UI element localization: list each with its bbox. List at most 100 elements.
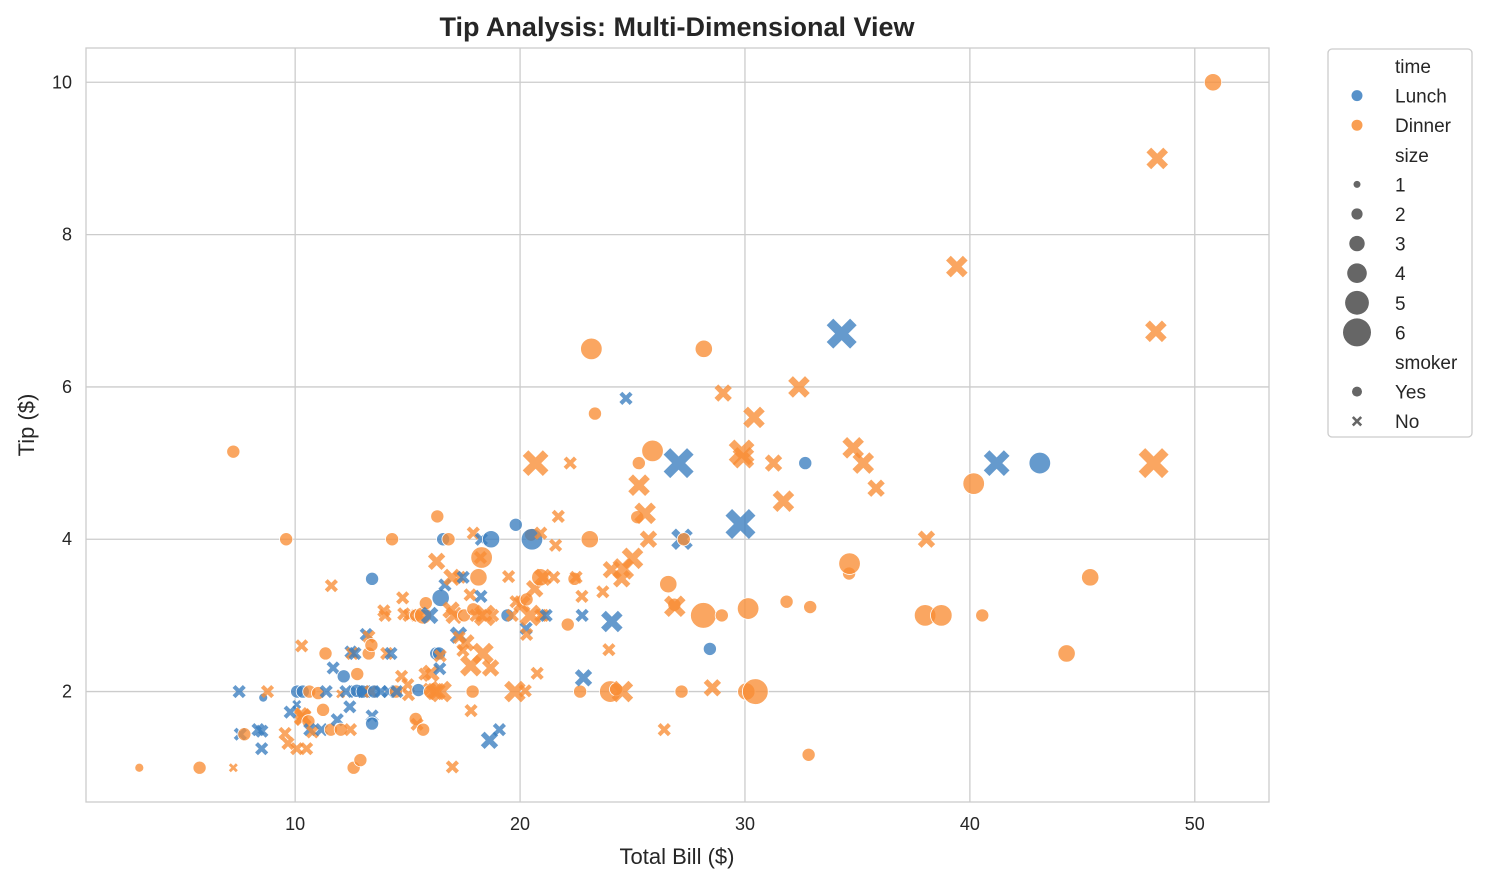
data-point bbox=[779, 594, 794, 609]
data-point bbox=[575, 608, 589, 622]
data-point bbox=[470, 546, 493, 569]
data-point bbox=[743, 406, 765, 429]
data-point bbox=[401, 678, 415, 692]
legend-item-size: 1 bbox=[1395, 175, 1406, 196]
data-point bbox=[336, 669, 351, 684]
data-point bbox=[324, 579, 338, 593]
data-point bbox=[522, 450, 549, 476]
data-point bbox=[430, 680, 452, 703]
legend-marker-smoker bbox=[1352, 386, 1362, 397]
data-point bbox=[639, 530, 658, 548]
data-point bbox=[319, 684, 333, 699]
data-point bbox=[353, 753, 368, 768]
data-point bbox=[420, 606, 439, 625]
data-point bbox=[1057, 644, 1076, 663]
legend-item-size: 4 bbox=[1395, 264, 1406, 285]
legend: time Lunch Dinner size 1 2 3 4 5 6 smoker Yes No bbox=[1327, 48, 1473, 438]
data-point bbox=[279, 532, 294, 547]
data-point bbox=[539, 608, 553, 622]
data-points bbox=[134, 73, 1223, 775]
plot-frame bbox=[85, 47, 1270, 803]
data-point bbox=[505, 608, 519, 622]
data-point bbox=[318, 646, 333, 661]
data-point bbox=[292, 700, 302, 710]
data-point bbox=[433, 649, 447, 663]
legend-item-smoker: Yes bbox=[1395, 383, 1426, 404]
legend-item-time: Dinner bbox=[1395, 116, 1452, 137]
data-point bbox=[365, 716, 380, 731]
data-point bbox=[237, 727, 252, 742]
data-point bbox=[278, 726, 292, 741]
data-point bbox=[563, 456, 577, 470]
legend-marker-time bbox=[1351, 119, 1363, 131]
x-tick-label: 40 bbox=[960, 814, 980, 834]
data-point bbox=[1138, 448, 1169, 479]
data-point bbox=[1145, 320, 1167, 343]
data-point bbox=[378, 608, 392, 622]
legend-marker-size bbox=[1349, 235, 1365, 252]
data-point bbox=[596, 585, 610, 599]
data-point bbox=[430, 509, 445, 524]
data-point bbox=[631, 456, 646, 471]
data-point bbox=[534, 568, 552, 587]
data-point bbox=[664, 595, 686, 618]
x-tick-label: 10 bbox=[285, 814, 305, 834]
data-point bbox=[300, 742, 314, 756]
data-point bbox=[427, 552, 446, 571]
y-tick-label: 4 bbox=[62, 529, 72, 549]
legend-item-time: Lunch bbox=[1395, 87, 1447, 108]
data-point bbox=[714, 384, 732, 402]
data-point bbox=[473, 604, 496, 627]
data-point bbox=[536, 608, 550, 622]
y-tick-label: 10 bbox=[52, 72, 72, 92]
data-point bbox=[736, 597, 760, 620]
legend-marker-size bbox=[1353, 180, 1361, 188]
data-point bbox=[260, 684, 275, 699]
legend-marker-size bbox=[1347, 263, 1367, 284]
data-point bbox=[962, 472, 985, 495]
data-point bbox=[316, 702, 331, 717]
data-point bbox=[255, 742, 269, 756]
legend-marker-size bbox=[1345, 290, 1369, 315]
data-point bbox=[295, 639, 309, 653]
data-point bbox=[433, 662, 447, 676]
data-point bbox=[350, 667, 365, 682]
data-point bbox=[803, 600, 818, 615]
data-point bbox=[255, 724, 269, 738]
data-point bbox=[601, 610, 623, 633]
legend-marker-time bbox=[1351, 90, 1363, 102]
data-point bbox=[764, 454, 783, 472]
data-point bbox=[549, 538, 563, 552]
data-point bbox=[411, 683, 426, 698]
data-point bbox=[518, 684, 532, 698]
data-point bbox=[469, 568, 488, 587]
data-point bbox=[1081, 568, 1100, 587]
data-point bbox=[547, 570, 561, 584]
data-point bbox=[628, 474, 650, 496]
data-point bbox=[621, 547, 644, 570]
data-point bbox=[702, 641, 717, 656]
data-point bbox=[384, 646, 398, 661]
data-point bbox=[703, 679, 722, 697]
data-point bbox=[508, 517, 523, 532]
data-point bbox=[348, 646, 362, 661]
data-point bbox=[283, 705, 297, 719]
data-point bbox=[1146, 147, 1169, 170]
data-point bbox=[481, 659, 500, 677]
data-point bbox=[975, 608, 990, 623]
data-point bbox=[232, 684, 246, 699]
data-point bbox=[842, 437, 864, 459]
data-point bbox=[326, 661, 340, 675]
x-tick-label: 50 bbox=[1185, 814, 1205, 834]
data-point bbox=[486, 608, 500, 622]
data-point bbox=[192, 760, 207, 775]
data-point bbox=[580, 530, 599, 549]
data-point bbox=[457, 634, 475, 652]
data-point bbox=[587, 406, 602, 421]
data-point bbox=[852, 452, 875, 474]
data-point bbox=[364, 638, 379, 653]
data-point bbox=[573, 684, 588, 699]
data-point bbox=[1028, 451, 1052, 475]
data-point bbox=[580, 337, 603, 361]
data-point bbox=[474, 589, 488, 603]
